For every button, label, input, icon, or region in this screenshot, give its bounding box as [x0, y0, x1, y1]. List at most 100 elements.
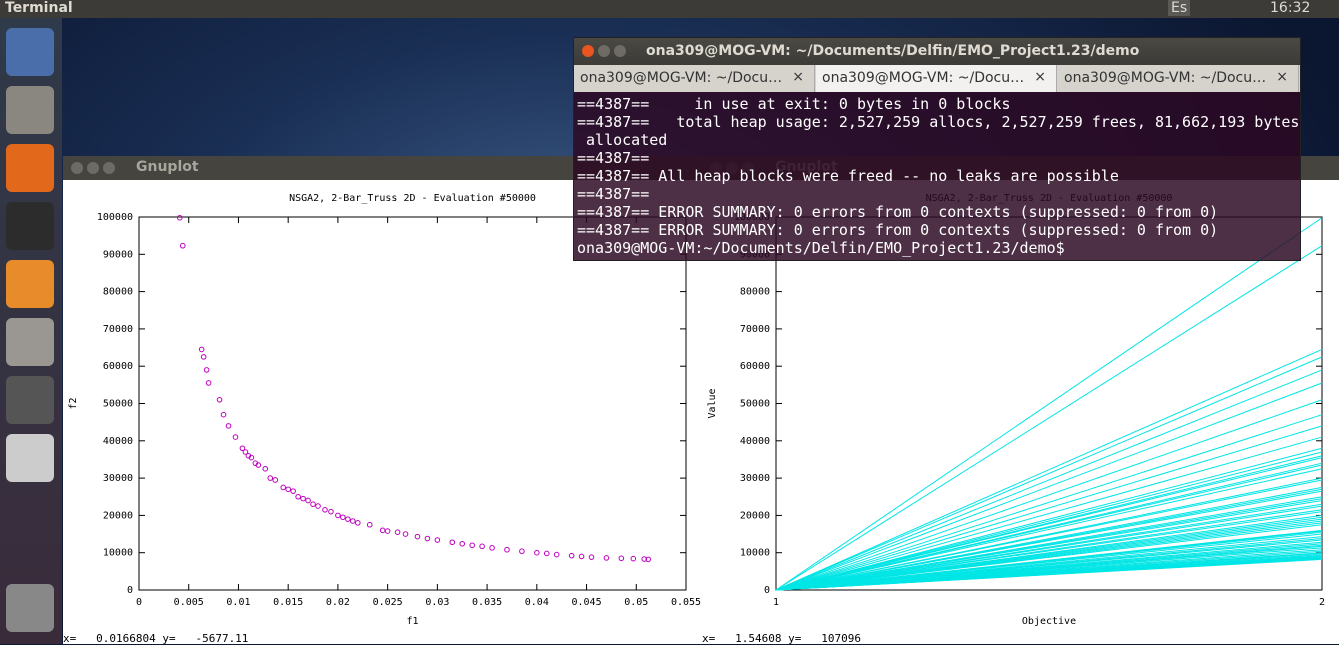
point	[645, 556, 652, 563]
tab[interactable]: ona309@MOG-VM: ~/Docu… ×	[816, 65, 1057, 92]
point	[345, 516, 351, 522]
terminal-icon[interactable]	[6, 202, 54, 250]
x-axis-label: f1	[406, 616, 418, 627]
tab-label: ona309@MOG-VM: ~/Docu…	[580, 70, 783, 86]
point	[366, 521, 373, 528]
y-axis-label: f2	[68, 397, 79, 409]
point	[479, 543, 485, 550]
point	[618, 555, 625, 562]
point	[290, 488, 296, 494]
top-bar: Terminal Es 16:32	[0, 0, 1339, 18]
chart-title: NSGA2, 2-Bar_Truss 2D - Evaluation #5000…	[289, 193, 536, 204]
y-tick-label: 40000	[103, 436, 133, 447]
keyboard-layout[interactable]: Es	[1168, 0, 1191, 16]
point	[272, 477, 279, 483]
y-tick-label: 10000	[103, 548, 133, 559]
y-tick-label: 100000	[97, 212, 133, 223]
objective-line	[775, 425, 1323, 591]
x-tick-label: 0.04	[525, 597, 549, 608]
x-tick-label: 0.03	[425, 597, 449, 608]
y-tick-label: 30000	[740, 473, 770, 484]
y-tick-label: 0	[127, 585, 133, 596]
firefox-icon[interactable]	[6, 144, 54, 192]
y-tick-label: 80000	[103, 287, 133, 298]
point	[198, 346, 205, 353]
terminal-line: ==4387== ERROR SUMMARY: 0 errors from 0 …	[577, 203, 1219, 221]
x-tick-label: 0	[136, 597, 142, 608]
help-icon[interactable]	[6, 318, 54, 366]
objective-line	[775, 505, 1323, 591]
disc-icon[interactable]	[6, 434, 54, 482]
point	[267, 475, 274, 481]
terminal-output: ==4387== in use at exit: 0 bytes in 0 bl…	[577, 95, 1299, 257]
point	[205, 380, 212, 386]
point	[335, 512, 341, 519]
tab[interactable]: ona309@MOG-VM: ~/Docu… ×	[574, 65, 815, 92]
terminal-window: ona309@MOG-VM: ~/Documents/Delfin/EMO_Pr…	[573, 37, 1301, 261]
chart: NSGA2, 2-Bar_Truss 2D - Evaluation #5000…	[68, 193, 701, 627]
point	[553, 551, 560, 558]
objective-line	[775, 479, 1323, 591]
x-tick-label: 0.055	[671, 597, 701, 608]
y-tick-label: 70000	[740, 324, 770, 335]
y-tick-label: 20000	[103, 510, 133, 521]
point	[310, 501, 316, 508]
plot-border	[138, 216, 687, 591]
x-tick-label: 0.045	[571, 597, 601, 608]
objective-line	[775, 468, 1323, 591]
point	[203, 367, 210, 373]
status-bar: x= 1.54608 y= 107096	[702, 632, 861, 645]
point	[489, 545, 495, 551]
window-title: Gnuplot	[136, 159, 199, 175]
point	[630, 555, 637, 562]
point	[355, 520, 361, 526]
point	[379, 527, 386, 534]
point	[603, 555, 610, 561]
point	[300, 495, 306, 502]
point	[402, 531, 409, 537]
terminal-line: ==4387== ERROR SUMMARY: 0 errors from 0 …	[577, 221, 1219, 239]
objective-line	[775, 348, 1323, 591]
sublime-icon[interactable]	[6, 260, 54, 308]
point	[328, 508, 334, 515]
y-tick-label: 60000	[740, 361, 770, 372]
point	[280, 484, 287, 491]
y-tick-label: 80000	[740, 287, 770, 298]
tab[interactable]: ona309@MOG-VM: ~/Docu… ×	[1058, 65, 1299, 92]
clock[interactable]: 16:32	[1270, 0, 1311, 16]
x-tick-label: 0.015	[273, 597, 303, 608]
terminal-line: ==4387==	[577, 149, 650, 167]
y-tick-label: 30000	[103, 473, 133, 484]
point	[434, 537, 441, 543]
objective-line	[775, 217, 1323, 591]
point	[262, 465, 269, 472]
trash-icon[interactable]	[6, 584, 54, 632]
point	[504, 546, 510, 553]
point	[588, 554, 595, 560]
tab-label: ona309@MOG-VM: ~/Docu…	[822, 70, 1025, 86]
point	[469, 542, 475, 549]
files-icon[interactable]	[6, 86, 54, 134]
point	[568, 552, 575, 559]
point	[200, 354, 207, 360]
point	[242, 449, 249, 455]
point	[449, 539, 456, 546]
point	[315, 503, 321, 509]
point	[248, 454, 255, 461]
app-title: Terminal	[5, 0, 73, 16]
point	[641, 556, 648, 562]
status-bar: x= 0.0166804 y= -5677.11	[63, 632, 249, 645]
y-tick-label: 60000	[103, 361, 133, 372]
point	[239, 445, 246, 452]
objective-line	[775, 490, 1323, 591]
point	[295, 493, 301, 500]
point	[179, 242, 186, 249]
terminal-line: ==4387== All heap blocks were freed -- n…	[577, 167, 1119, 185]
objective-line	[775, 451, 1323, 591]
point	[176, 214, 183, 221]
tab-bar: ona309@MOG-VM: ~/Docu… × ona309@MOG-VM: ~…	[574, 65, 1300, 92]
workspaces-icon[interactable]	[6, 376, 54, 424]
point	[394, 529, 401, 535]
terminal-line: ona309@MOG-VM:~/Documents/Delfin/EMO_Pro…	[577, 239, 1074, 257]
dash-icon[interactable]	[6, 28, 54, 76]
